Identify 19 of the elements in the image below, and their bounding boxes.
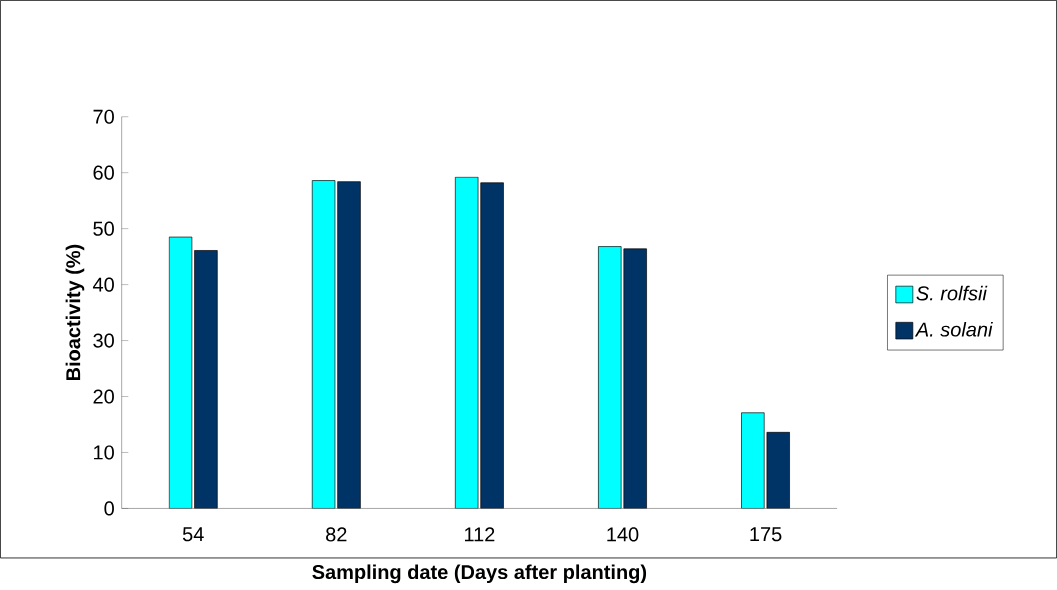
y-tick-label: 20: [93, 389, 114, 404]
x-tick-label: 140: [607, 527, 639, 542]
y-tick-label: 50: [93, 221, 114, 236]
y-tick-label: 0: [104, 501, 114, 516]
y-axis-title: Bioactivity (%): [65, 244, 85, 381]
legend-label: A. solani: [914, 322, 993, 337]
bar: [766, 432, 790, 509]
x-tick-label: 112: [464, 527, 495, 542]
legend-label: S. rolfsii: [916, 285, 988, 301]
y-tick-label: 30: [93, 333, 114, 348]
x-tick-label: 82: [326, 527, 347, 542]
x-axis-title: Sampling date (Days after planting): [312, 564, 647, 584]
x-tick-label: 54: [182, 527, 204, 542]
y-tick-label: 70: [93, 109, 114, 124]
x-tick-label: 175: [750, 527, 782, 542]
y-tick-label: 60: [93, 165, 114, 180]
bar: [741, 412, 765, 509]
y-tick-label: 10: [94, 445, 114, 460]
y-tick-label: 40: [92, 277, 114, 292]
